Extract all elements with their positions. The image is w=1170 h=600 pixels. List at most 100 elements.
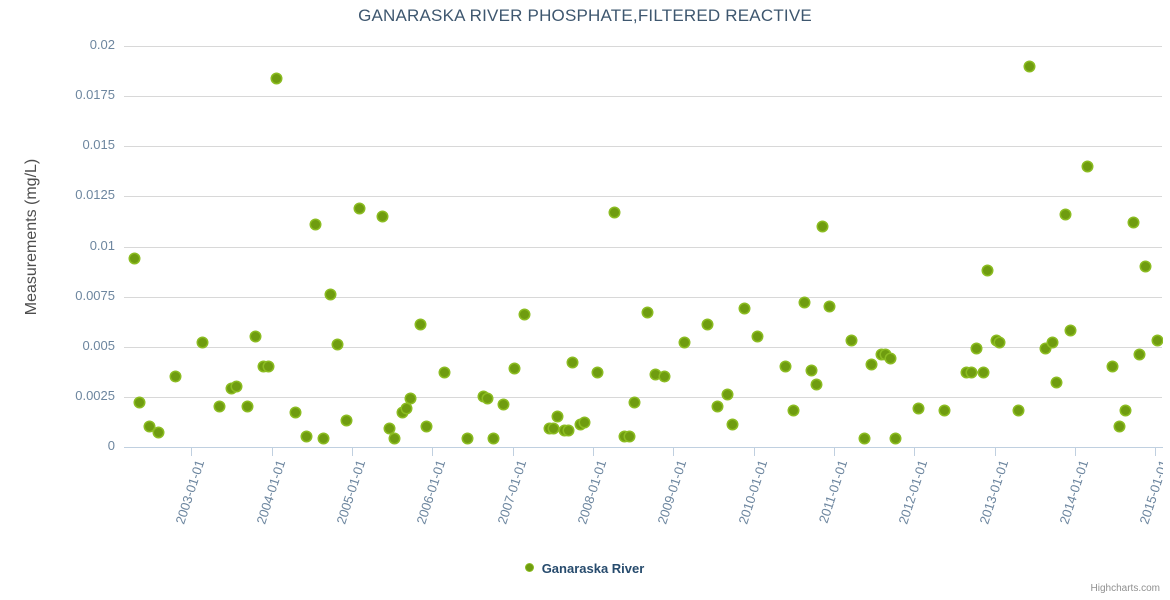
data-point[interactable] xyxy=(913,404,923,414)
data-point[interactable] xyxy=(620,432,630,442)
data-point[interactable] xyxy=(885,354,895,364)
data-point[interactable] xyxy=(610,207,620,217)
data-point[interactable] xyxy=(650,370,660,380)
data-point[interactable] xyxy=(302,432,312,442)
data-point[interactable] xyxy=(548,424,558,434)
data-point[interactable] xyxy=(145,422,154,432)
data-point[interactable] xyxy=(251,332,260,342)
data-point[interactable] xyxy=(170,372,180,382)
data-point[interactable] xyxy=(483,394,493,404)
data-point[interactable] xyxy=(971,344,981,354)
data-point[interactable] xyxy=(806,366,816,376)
data-point[interactable] xyxy=(416,320,426,330)
data-point[interactable] xyxy=(520,310,530,320)
data-point[interactable] xyxy=(401,404,411,414)
data-point[interactable] xyxy=(1061,209,1071,219)
data-point[interactable] xyxy=(1129,217,1139,227)
data-point[interactable] xyxy=(478,392,488,402)
data-point[interactable] xyxy=(1107,362,1117,372)
data-point[interactable] xyxy=(319,434,329,444)
data-point[interactable] xyxy=(421,422,431,432)
data-point[interactable] xyxy=(859,434,869,444)
gridline xyxy=(124,246,1162,248)
data-point[interactable] xyxy=(712,402,722,412)
data-point[interactable] xyxy=(1025,61,1035,71)
plot-area xyxy=(124,46,1162,448)
data-point[interactable] xyxy=(1065,326,1075,336)
data-point[interactable] xyxy=(390,434,400,444)
data-point[interactable] xyxy=(1115,422,1125,432)
data-point[interactable] xyxy=(384,424,394,434)
data-point[interactable] xyxy=(258,362,268,372)
data-point[interactable] xyxy=(197,338,207,348)
data-point[interactable] xyxy=(739,304,749,314)
data-point[interactable] xyxy=(563,426,573,436)
data-point[interactable] xyxy=(881,350,891,360)
data-point[interactable] xyxy=(355,203,365,213)
data-point[interactable] xyxy=(995,338,1005,348)
data-point[interactable] xyxy=(940,406,950,416)
data-point[interactable] xyxy=(1040,344,1050,354)
data-point[interactable] xyxy=(272,73,282,83)
data-point[interactable] xyxy=(846,336,856,346)
data-point[interactable] xyxy=(398,408,408,418)
data-point[interactable] xyxy=(592,368,602,378)
data-point[interactable] xyxy=(510,364,520,374)
data-point[interactable] xyxy=(967,368,977,378)
data-point[interactable] xyxy=(817,221,827,231)
data-point[interactable] xyxy=(630,398,640,408)
data-point[interactable] xyxy=(1014,406,1024,416)
data-point[interactable] xyxy=(1052,378,1062,388)
data-point[interactable] xyxy=(983,266,993,276)
data-point[interactable] xyxy=(311,219,321,229)
data-point[interactable] xyxy=(463,434,472,444)
data-point[interactable] xyxy=(243,402,253,412)
data-point[interactable] xyxy=(891,434,901,444)
data-point[interactable] xyxy=(799,298,809,308)
data-point[interactable] xyxy=(341,416,351,426)
data-point[interactable] xyxy=(215,402,225,412)
data-point[interactable] xyxy=(291,408,301,418)
data-point[interactable] xyxy=(332,340,342,350)
data-point[interactable] xyxy=(659,372,669,382)
data-point[interactable] xyxy=(723,390,733,400)
data-point[interactable] xyxy=(788,406,798,416)
data-point[interactable] xyxy=(1121,406,1131,416)
data-point[interactable] xyxy=(154,428,164,438)
data-point[interactable] xyxy=(642,308,652,318)
x-axis-tick-label: 2006-01-01 xyxy=(413,458,449,526)
data-point[interactable] xyxy=(978,368,988,378)
data-point[interactable] xyxy=(498,400,508,410)
data-point[interactable] xyxy=(326,290,335,300)
data-point[interactable] xyxy=(812,380,822,390)
data-point[interactable] xyxy=(580,418,590,428)
data-point[interactable] xyxy=(753,332,763,342)
data-point[interactable] xyxy=(130,254,140,264)
data-point[interactable] xyxy=(264,362,274,372)
data-point[interactable] xyxy=(961,368,971,378)
data-point[interactable] xyxy=(866,360,876,370)
data-point[interactable] xyxy=(624,432,634,442)
data-point[interactable] xyxy=(1152,336,1162,346)
data-point[interactable] xyxy=(568,358,578,368)
data-point[interactable] xyxy=(231,382,241,392)
data-point[interactable] xyxy=(780,362,790,372)
data-point[interactable] xyxy=(1083,161,1093,171)
data-point[interactable] xyxy=(1047,338,1057,348)
data-point[interactable] xyxy=(488,434,498,444)
data-point[interactable] xyxy=(824,302,834,312)
data-point[interactable] xyxy=(134,398,144,408)
data-point[interactable] xyxy=(702,320,712,330)
data-point[interactable] xyxy=(727,420,737,430)
data-point[interactable] xyxy=(378,211,388,221)
x-axis-tick-label: 2007-01-01 xyxy=(494,458,529,526)
data-point[interactable] xyxy=(553,412,563,422)
data-point[interactable] xyxy=(1141,262,1151,272)
data-point[interactable] xyxy=(439,368,449,378)
data-point[interactable] xyxy=(679,338,689,348)
highcharts-credits[interactable]: Highcharts.com xyxy=(1090,583,1160,594)
data-point[interactable] xyxy=(406,394,416,404)
x-axis-tick-mark xyxy=(1074,448,1076,456)
legend-item-ganaraska-river[interactable]: Ganaraska River xyxy=(525,560,644,576)
data-point[interactable] xyxy=(1134,350,1144,360)
